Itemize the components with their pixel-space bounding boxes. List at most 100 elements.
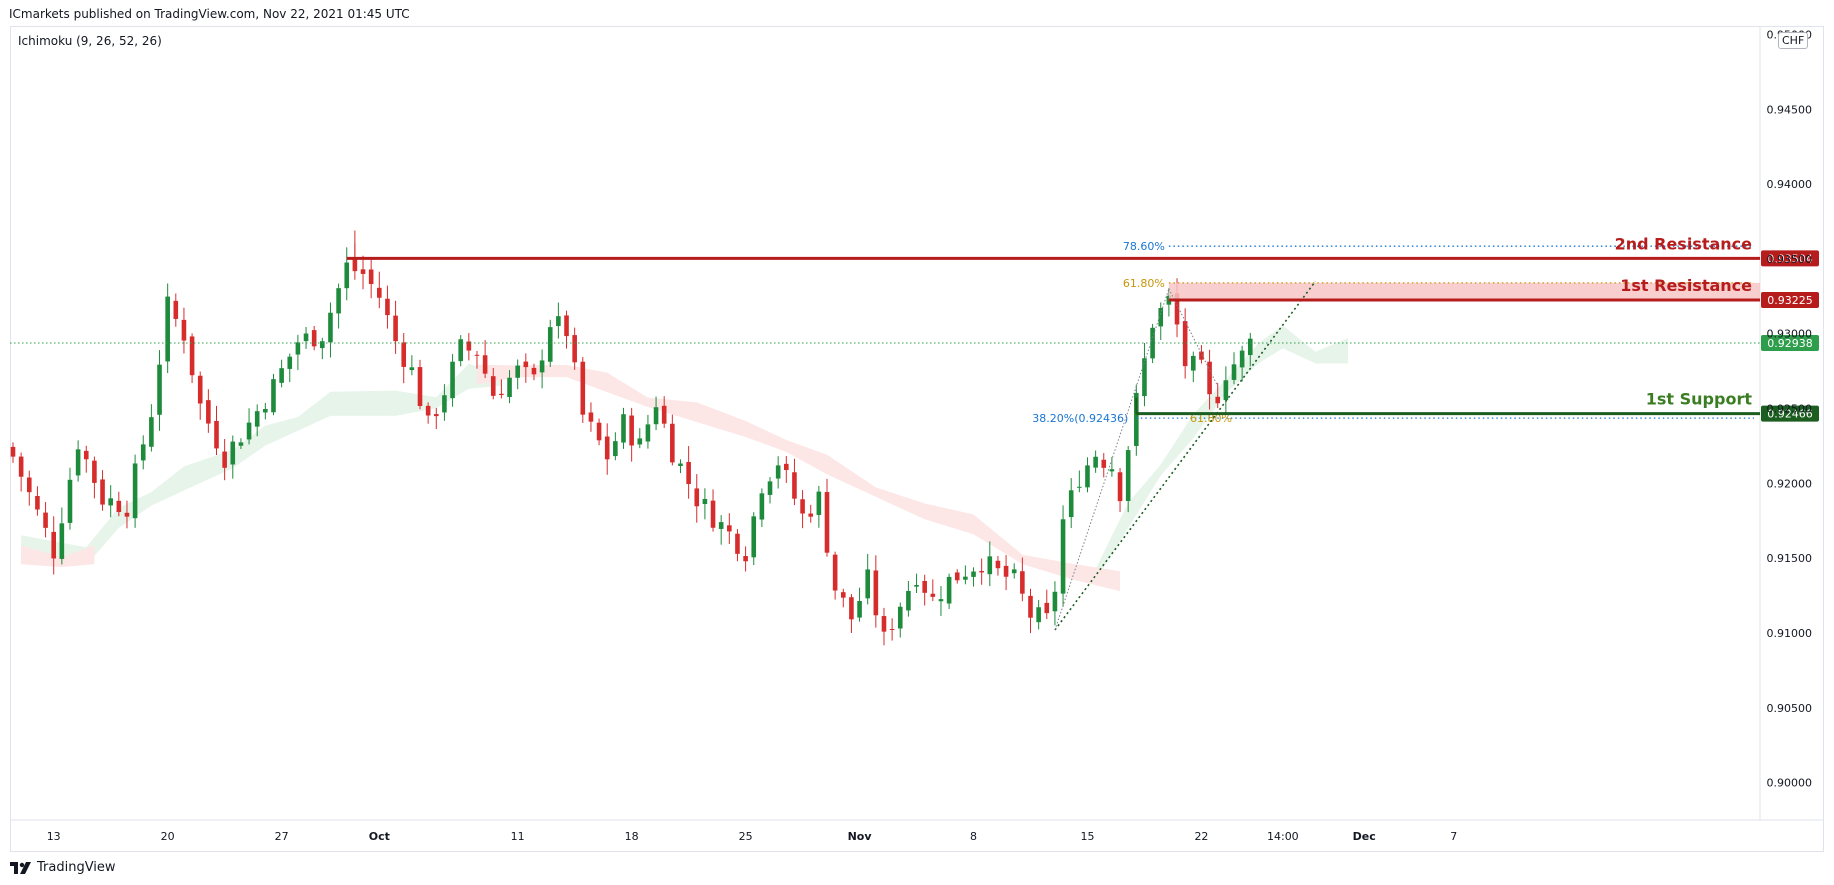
candle-body	[1011, 569, 1017, 574]
candle-body	[881, 616, 887, 632]
candle-body	[132, 463, 138, 519]
x-tick-9: 15	[1080, 830, 1094, 843]
x-tick-6: 25	[739, 830, 753, 843]
candle-body	[873, 570, 879, 616]
candle-137	[1125, 446, 1131, 513]
candle-126	[1036, 599, 1041, 630]
candle-body	[466, 341, 472, 351]
candle-14	[124, 500, 130, 529]
candle-body	[433, 414, 439, 417]
candle-body	[18, 456, 24, 477]
candle-63	[523, 353, 529, 383]
y-tick-7: 0.93500	[1767, 253, 1813, 266]
time-axis: 13 20 27 Oct 11 18 25 Nov 8 15 22 14:00 Dec 7	[47, 830, 1458, 843]
trendline-1	[1054, 288, 1170, 631]
candle-body	[1109, 469, 1115, 472]
y-tick-5: 0.92500	[1767, 403, 1813, 416]
currency-button[interactable]: CHF	[1778, 32, 1809, 49]
candle-74	[613, 432, 618, 461]
bearish-cloud-0	[21, 545, 95, 568]
y-tick-2: 0.91000	[1767, 627, 1813, 640]
candle-body	[767, 481, 773, 495]
candle-body	[1166, 295, 1172, 305]
candle-body	[759, 493, 765, 520]
candle-body	[377, 287, 382, 298]
x-tick-12: Dec	[1353, 830, 1376, 843]
x-tick-0: 13	[47, 830, 61, 843]
candle-33	[279, 359, 284, 388]
candle-body	[230, 441, 236, 465]
candle-69	[572, 327, 577, 370]
candle-body	[1199, 351, 1204, 360]
candle-116	[954, 569, 960, 584]
candle-77	[637, 428, 643, 449]
last-price-box	[1761, 335, 1819, 352]
candle-body	[816, 491, 822, 515]
overlays: 78.60% 61.80% 38.20%(0.92436) 61.80% 2nd Res…	[10, 234, 1760, 631]
candle-56	[466, 333, 472, 361]
candle-11	[100, 470, 105, 511]
candle-73	[604, 423, 610, 475]
fib-label-2: 38.20%(0.92436)	[1032, 412, 1128, 425]
indicator-label[interactable]: Ichimoku (9, 26, 52, 26)	[18, 34, 162, 48]
candle-body	[108, 498, 113, 506]
candle-body	[409, 367, 415, 371]
candle-body	[1020, 571, 1025, 594]
candle-body	[963, 576, 968, 580]
candle-body	[165, 296, 170, 362]
candle-82	[678, 459, 683, 474]
candle-body	[507, 377, 512, 398]
last-price-tag: 0.92938	[1761, 335, 1819, 352]
candle-body	[775, 465, 781, 479]
candle-body	[83, 450, 89, 460]
candle-22	[189, 333, 195, 384]
candle-36	[303, 326, 309, 349]
candle-20	[173, 293, 179, 327]
candle-body	[238, 442, 244, 446]
candle-body	[523, 361, 529, 368]
candle-139	[1142, 342, 1147, 407]
candle-46	[385, 285, 390, 329]
y-tick-8: 0.94000	[1767, 178, 1813, 191]
publisher-line: ICmarkets published on TradingView.com, …	[9, 7, 410, 21]
candle-body	[271, 379, 276, 413]
candle-88	[727, 513, 732, 544]
x-tick-7: Nov	[848, 830, 873, 843]
candle-32	[271, 373, 276, 416]
candle-body	[417, 367, 423, 406]
candle-body	[735, 533, 740, 554]
price-axis: 0.93504 0.93225 0.92466 0.92938 0.90000 0.905…	[1761, 28, 1819, 790]
candle-100	[824, 478, 830, 557]
candle-40	[336, 283, 341, 329]
candle-70	[580, 357, 586, 423]
candle-13	[116, 491, 122, 517]
candle-body	[702, 498, 708, 505]
tradingview-brand[interactable]: TradingView	[10, 860, 116, 875]
candle-body	[1117, 472, 1123, 502]
candle-65	[539, 349, 545, 389]
candle-15	[132, 454, 138, 528]
candle-body	[222, 451, 227, 468]
candle-body	[1085, 465, 1090, 488]
bullish-cloud-1	[1095, 325, 1348, 581]
candle-71	[588, 402, 594, 432]
candle-98	[808, 504, 814, 523]
candle-104	[857, 587, 862, 622]
candle-body	[26, 477, 32, 493]
candle-108	[889, 618, 895, 641]
candle-95	[784, 456, 789, 483]
x-tick-10: 22	[1194, 830, 1208, 843]
level-price-tag-1: 0.93225	[1761, 292, 1819, 309]
candle-2	[26, 470, 32, 506]
brand-label: TradingView	[37, 860, 116, 875]
candle-body	[637, 438, 643, 445]
candle-91	[751, 512, 757, 566]
candle-3	[35, 486, 40, 516]
candle-120	[987, 541, 993, 587]
candle-body	[743, 556, 748, 562]
candle-129	[1060, 505, 1066, 607]
candle-27	[230, 435, 236, 479]
candle-body	[971, 571, 976, 577]
candle-body	[979, 570, 984, 573]
